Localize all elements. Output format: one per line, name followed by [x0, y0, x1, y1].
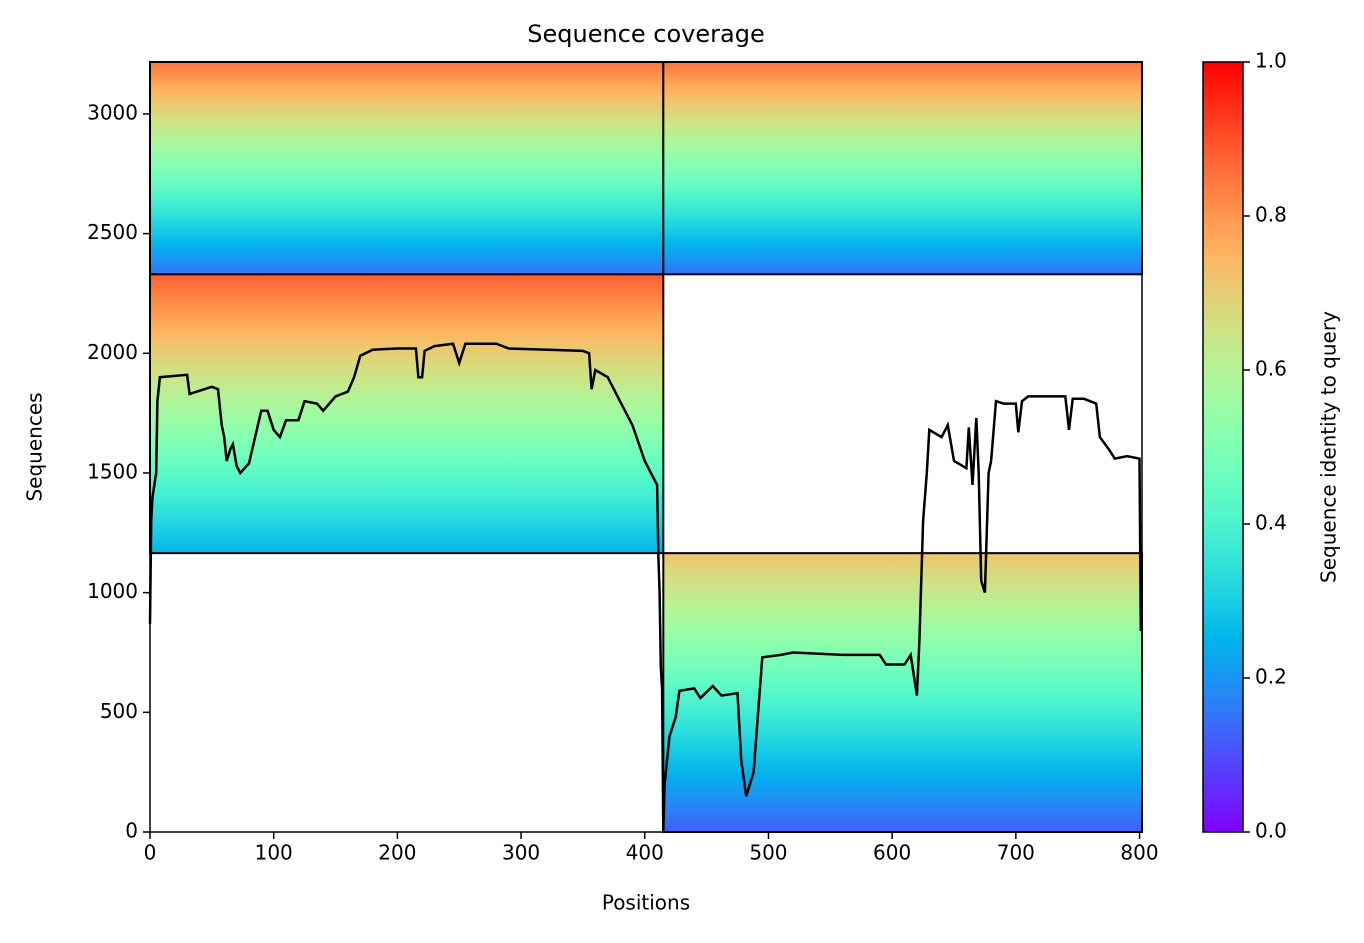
x-tick-label: 700 [997, 841, 1035, 865]
y-tick-label: 1000 [87, 579, 138, 603]
colorbar [1202, 61, 1244, 833]
coverage-block [662, 61, 1143, 276]
x-axis-label: Positions [602, 891, 690, 915]
colorbar-tick-label: 0.4 [1255, 511, 1287, 535]
x-tick-label: 300 [502, 841, 540, 865]
x-tick-label: 600 [873, 841, 911, 865]
colorbar-tick-label: 0.0 [1255, 819, 1287, 843]
y-tick-label: 0 [125, 819, 138, 843]
y-tick-label: 2000 [87, 340, 138, 364]
colorbar-label: Sequence identity to query [1317, 311, 1341, 583]
x-tick-label: 400 [626, 841, 664, 865]
coverage-block [149, 273, 665, 555]
coverage-block [149, 61, 665, 276]
y-tick-label: 1500 [87, 459, 138, 483]
x-tick-label: 200 [378, 841, 416, 865]
x-tick-label: 800 [1120, 841, 1158, 865]
colorbar-tick-label: 0.6 [1255, 357, 1287, 381]
y-axis-label: Sequences [23, 392, 47, 501]
x-tick-label: 100 [255, 841, 293, 865]
plot-frame [149, 61, 1143, 833]
colorbar-tick-label: 0.8 [1255, 203, 1287, 227]
x-tick-label: 0 [144, 841, 157, 865]
colorbar-tick-label: 0.2 [1255, 665, 1287, 689]
chart-title: Sequence coverage [527, 20, 764, 48]
y-tick-label: 2500 [87, 220, 138, 244]
coverage-block [662, 552, 1143, 833]
y-tick-label: 500 [100, 699, 138, 723]
colorbar-tick-label: 1.0 [1255, 49, 1287, 73]
coverage-line [148, 342, 1143, 833]
x-tick-label: 500 [749, 841, 787, 865]
y-tick-label: 3000 [87, 100, 138, 124]
